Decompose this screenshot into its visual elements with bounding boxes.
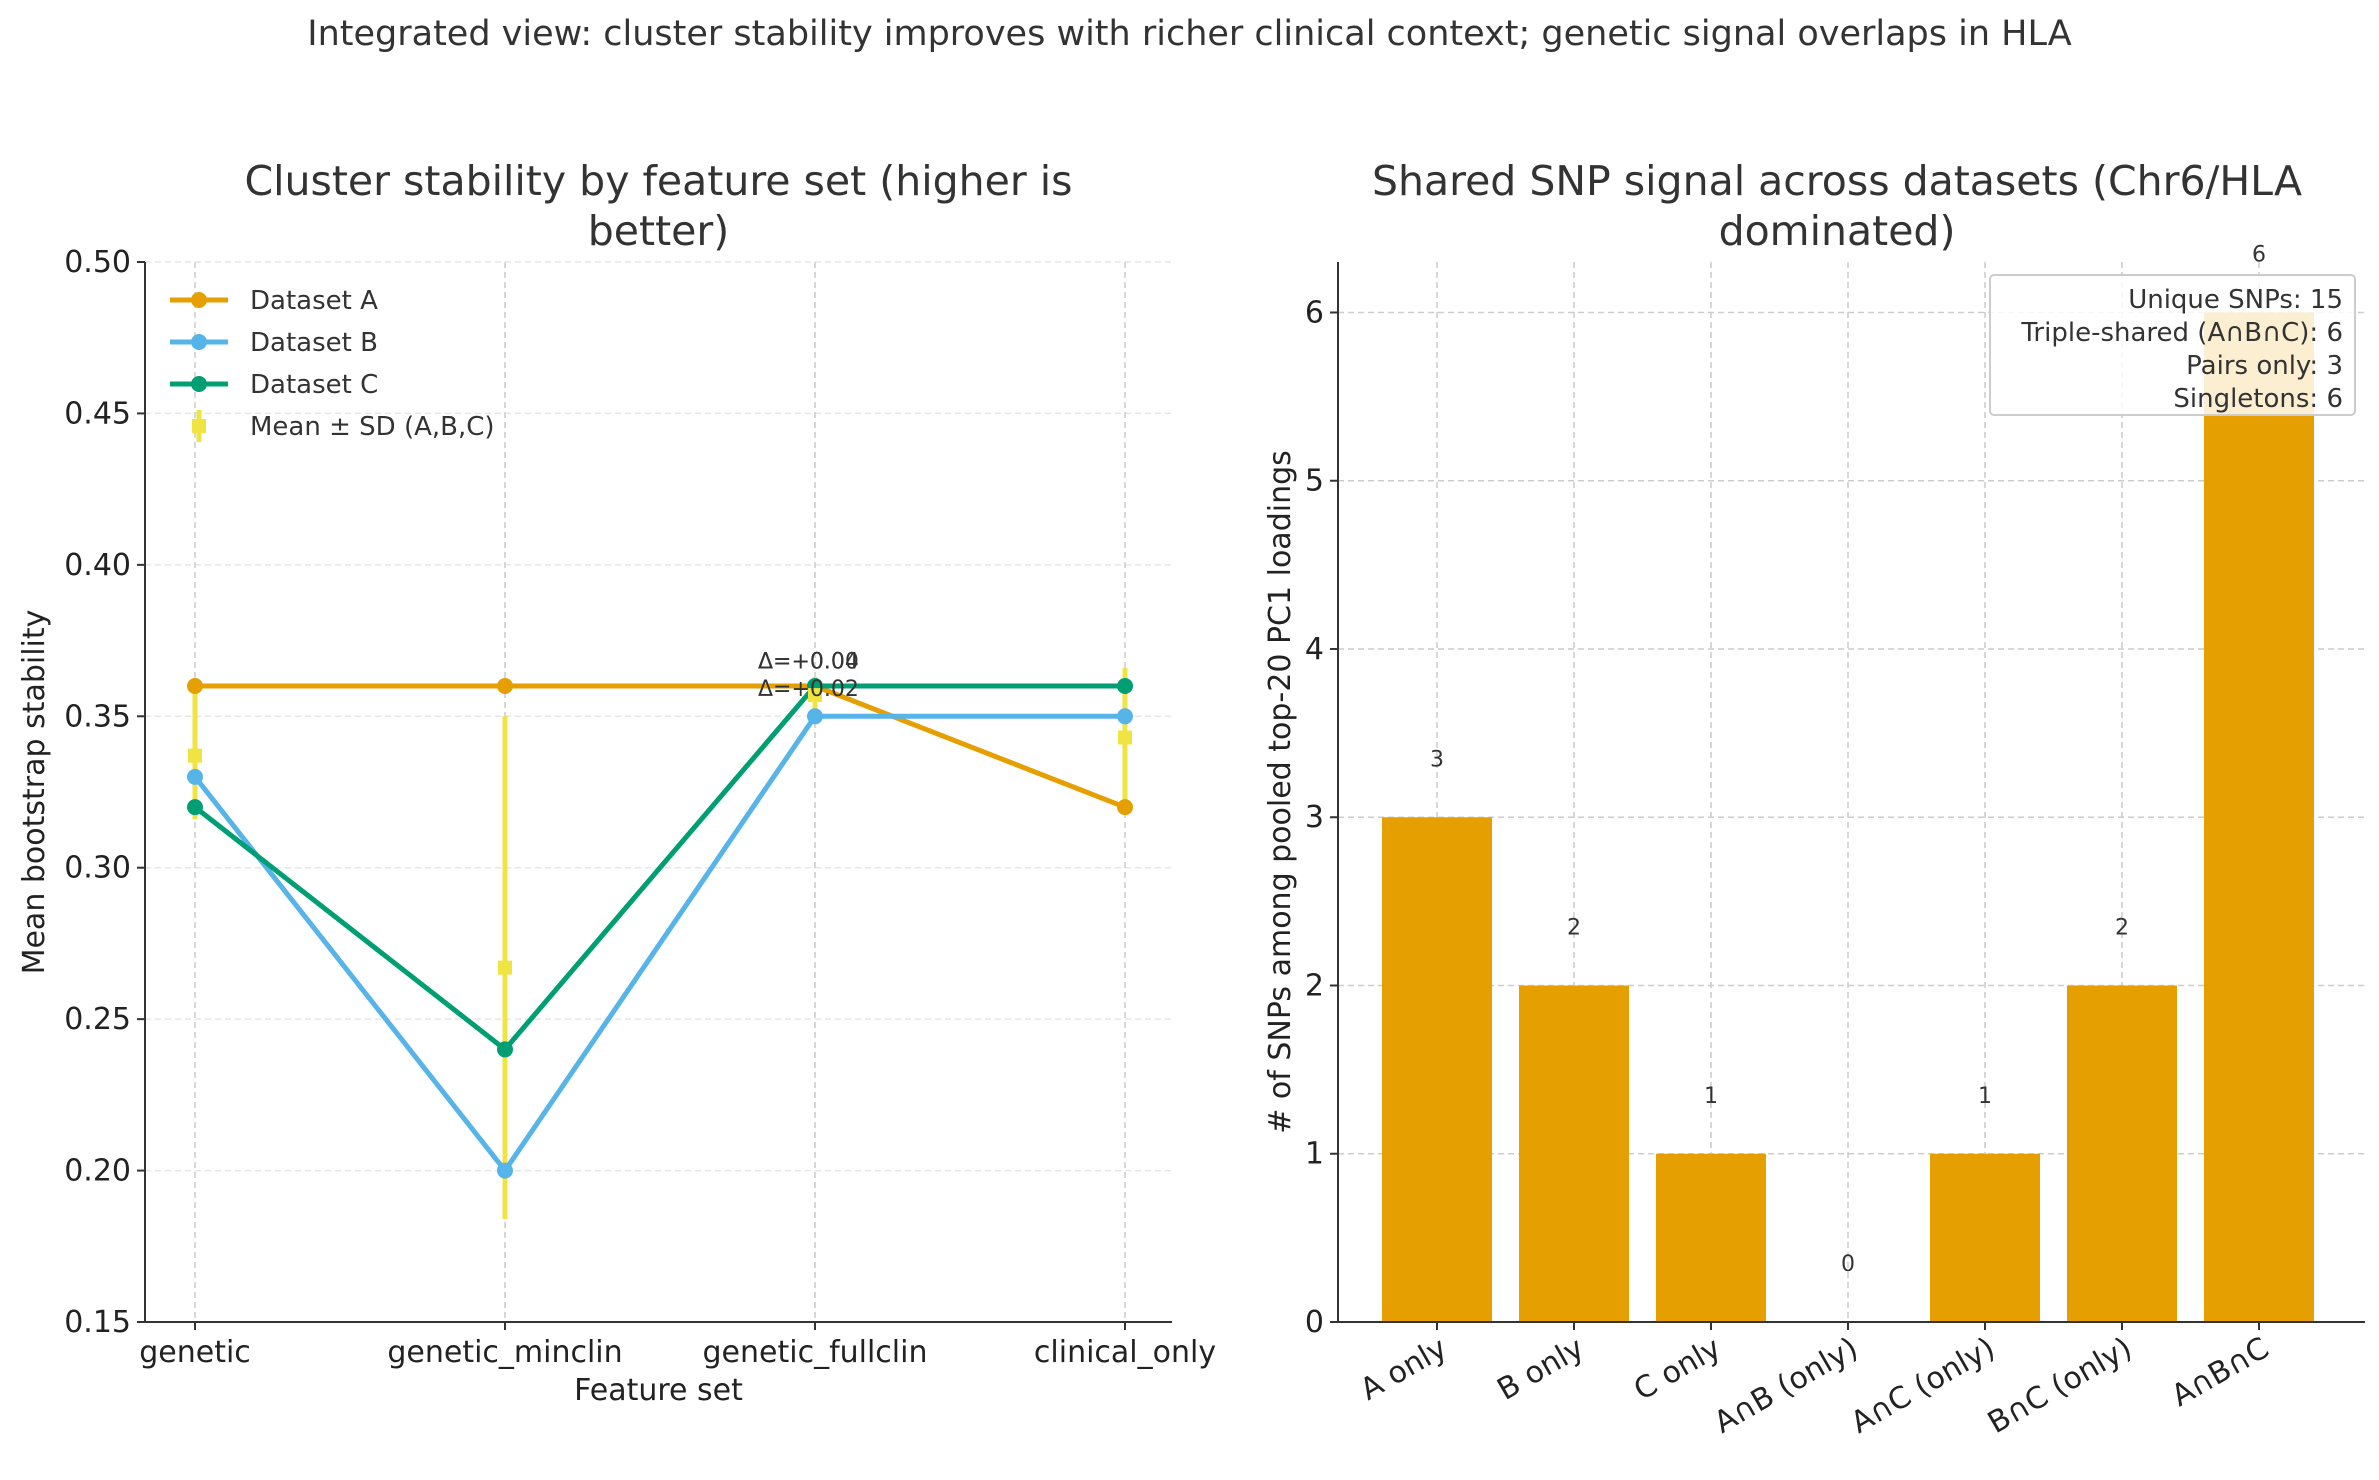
series-line-dataset-c: [193, 683, 1125, 1052]
series-line-dataset-a: [195, 683, 1126, 810]
summary-line: Singletons: 6: [2173, 384, 2343, 414]
bar-value-label: 3: [1430, 747, 1444, 772]
point-dataset-b-clinical-only: [1117, 708, 1133, 725]
left-ytick-label: 0.50: [64, 245, 131, 280]
summary-line: Triple-shared (A∩B∩C): 6: [2020, 318, 2343, 348]
mean-marker-genetic-fullclin: [808, 688, 822, 703]
bar-value-label: 1: [1704, 1084, 1718, 1109]
point-dataset-b-genetic: [187, 768, 203, 785]
left-axes: 0.15 0.20 0.25 0.30 0.35 0.40 0.45 0.50 genetic g…: [17, 245, 1216, 1408]
bar-value-label: 6: [2252, 243, 2266, 268]
right-xtick-label: C only: [1628, 1331, 1727, 1408]
bar-a-c-only: [1930, 1153, 2040, 1322]
delta-annotation: Δ=+0.04: [758, 650, 859, 675]
legend-marker-dataset-a: [191, 292, 207, 308]
delta-annotation: Δ=+0.00: [758, 650, 859, 675]
right-plot-area: 3 2 1 0 1 2 6: [1382, 243, 2314, 1322]
bar-b-c-only: [2067, 985, 2177, 1322]
right-ytick-label: 2: [1305, 968, 1324, 1003]
legend-marker-mean: [192, 419, 206, 433]
left-annotations: Δ=+0.00Δ=+0.04Δ=+0.02: [758, 650, 859, 702]
right-y-axis-label: # of SNPs among pooled top-20 PC1 loadin…: [1263, 450, 1298, 1134]
mean-marker-genetic: [188, 748, 202, 763]
right-xtick-label: A only: [1355, 1331, 1453, 1408]
right-xtick-label: B∩C (only): [1982, 1331, 2138, 1441]
legend-label: Dataset A: [250, 286, 378, 316]
left-title-line: better): [588, 207, 729, 255]
left-ytick-label: 0.45: [64, 396, 131, 431]
summary-box-frame: [1989, 274, 2356, 416]
bar-a-b-c: [2204, 312, 2314, 1322]
bar-value-label: 1: [1978, 1084, 1992, 1109]
bar-b-only: [1519, 985, 1629, 1322]
bar-value-label: 0: [1841, 1252, 1855, 1277]
right-ytick-label: 5: [1305, 464, 1324, 499]
point-dataset-b-genetic-minclin: [497, 1162, 513, 1179]
point-dataset-c-clinical-only: [1117, 678, 1133, 694]
right-xtick-label: A∩B∩C: [2166, 1331, 2275, 1414]
point-dataset-b-genetic-fullclin: [807, 708, 823, 725]
left-xtick-label: genetic: [139, 1335, 251, 1370]
legend-marker-dataset-c: [191, 376, 207, 392]
right-title-line: Shared SNP signal across datasets (Chr6/…: [1372, 157, 2302, 205]
right-ytick-label: 3: [1305, 800, 1324, 835]
left-xtick-label: genetic_fullclin: [703, 1335, 928, 1370]
left-ytick-label: 0.30: [64, 851, 131, 886]
right-ytick-label: 6: [1305, 295, 1324, 330]
bar-value-label: 2: [2115, 916, 2129, 941]
bar-c-only: [1656, 1153, 1766, 1322]
delta-annotation: Δ=+0.02: [758, 677, 859, 702]
right-ytick-label: 1: [1305, 1137, 1324, 1172]
point-dataset-a-clinical-only: [1117, 799, 1133, 816]
point-dataset-c-genetic-minclin: [497, 1041, 513, 1058]
left-ytick-label: 0.35: [64, 699, 131, 734]
mean-marker-clinical-only: [1118, 730, 1132, 745]
left-chart-title: Cluster stability by feature set (higher…: [244, 157, 1072, 255]
left-ytick-label: 0.40: [64, 548, 131, 583]
legend-label: Mean ± SD (A,B,C): [250, 412, 495, 442]
left-title-line: Cluster stability by feature set (higher…: [244, 157, 1072, 205]
legend-label: Dataset C: [250, 370, 378, 400]
summary-line: Unique SNPs: 15: [2128, 285, 2343, 315]
point-dataset-a-genetic: [187, 678, 203, 694]
right-xtick-label: A∩C (only): [1845, 1331, 2001, 1441]
right-chart-title: Shared SNP signal across datasets (Chr6/…: [1372, 157, 2302, 255]
right-xtick-label: A∩B (only): [1708, 1331, 1864, 1441]
right-ytick-label: 4: [1305, 632, 1324, 667]
mean-marker-genetic-minclin: [498, 960, 512, 975]
legend-marker-dataset-b: [191, 334, 207, 350]
figure-suptitle: Integrated view: cluster stability impro…: [307, 14, 2072, 54]
point-dataset-a-genetic-minclin: [497, 678, 513, 694]
bar-a-only: [1382, 817, 1492, 1322]
left-xtick-label: genetic_minclin: [387, 1335, 622, 1370]
right-ytick-label: 0: [1305, 1305, 1324, 1340]
left-xtick-label: clinical_only: [1034, 1335, 1216, 1370]
left-ytick-label: 0.25: [64, 1002, 131, 1037]
series-line-dataset-b: [193, 713, 1125, 1174]
left-legend: Dataset A Dataset B Dataset C Mean ± SD (A,…: [170, 286, 495, 442]
right-title-line: dominated): [1719, 207, 1956, 255]
left-y-axis-label: Mean bootstrap stability: [17, 610, 52, 975]
summary-line: Pairs only: 3: [2186, 351, 2343, 381]
stability-line-chart: Δ=+0.00Δ=+0.04Δ=+0.02 0.150.200.250.300.…: [17, 157, 1216, 1408]
left-ytick-label: 0.15: [64, 1305, 131, 1340]
left-x-axis-label: Feature set: [574, 1373, 743, 1408]
right-xtick-label: B only: [1491, 1331, 1590, 1408]
bar-value-label: 2: [1567, 916, 1581, 941]
legend-label: Dataset B: [250, 328, 378, 358]
left-ytick-label: 0.20: [64, 1154, 131, 1189]
left-plot-area: [187, 667, 1133, 1220]
point-dataset-c-genetic: [187, 799, 203, 816]
